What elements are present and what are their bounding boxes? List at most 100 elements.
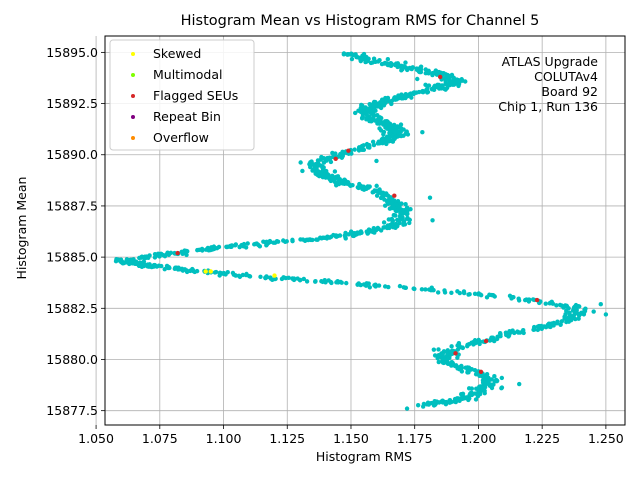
- data-point-normal: [435, 290, 441, 295]
- data-point-normal: [423, 287, 428, 292]
- data-point-normal: [512, 330, 517, 336]
- data-point-normal: [264, 243, 269, 248]
- data-point-normal: [386, 284, 391, 290]
- data-point-normal: [223, 272, 228, 277]
- data-point-normal: [318, 157, 324, 162]
- annotation-line-1: ATLAS Upgrade: [502, 54, 599, 69]
- data-point-normal: [395, 130, 400, 135]
- y-tick-label: 15890.0: [46, 147, 98, 162]
- data-point-normal: [403, 60, 408, 65]
- data-point-normal: [395, 64, 400, 70]
- legend-label-overflow: Overflow: [153, 130, 209, 145]
- x-tick-label: 1.175: [397, 431, 433, 446]
- data-point-normal: [466, 397, 471, 403]
- data-point-normal: [319, 235, 325, 241]
- data-point-normal: [346, 52, 351, 57]
- data-point-normal: [184, 269, 190, 275]
- data-point-normal: [343, 236, 348, 241]
- data-point-normal: [564, 303, 569, 309]
- data-point-normal: [431, 86, 436, 91]
- data-point-normal: [449, 363, 454, 368]
- x-tick-label: 1.050: [78, 431, 114, 446]
- data-point-normal: [573, 316, 578, 322]
- annotation-line-4: Chip 1, Run 136: [498, 99, 598, 114]
- data-point-normal: [300, 168, 305, 174]
- data-point-normal: [356, 148, 362, 153]
- data-point-normal: [424, 90, 430, 95]
- x-tick-label: 1.125: [269, 431, 305, 446]
- data-point-normal: [411, 286, 416, 291]
- x-tick-label: 1.200: [461, 431, 497, 446]
- data-point-normal: [393, 208, 398, 213]
- data-point-normal: [225, 244, 231, 249]
- data-point-normal: [346, 232, 351, 237]
- data-point-normal: [460, 391, 466, 397]
- data-point-flagged-seus: [175, 250, 180, 256]
- data-point-normal: [357, 231, 362, 236]
- data-point-normal: [461, 289, 467, 294]
- data-point-normal: [328, 234, 334, 239]
- data-point-normal: [157, 254, 162, 259]
- data-point-normal: [467, 291, 472, 297]
- data-point-normal: [328, 178, 334, 184]
- data-point-normal: [145, 264, 150, 269]
- data-point-normal: [358, 57, 363, 62]
- data-point-normal: [388, 63, 394, 69]
- data-point-normal: [320, 173, 326, 178]
- plot-frame: [104, 35, 626, 426]
- data-point-normal: [566, 319, 572, 324]
- data-point-normal: [411, 91, 416, 97]
- data-point-normal: [426, 71, 431, 76]
- data-point-normal: [233, 243, 238, 248]
- data-point-normal: [404, 216, 410, 221]
- data-point-normal: [258, 274, 263, 280]
- data-point-normal: [373, 59, 378, 64]
- data-point-normal: [591, 309, 596, 314]
- data-point-normal: [374, 158, 379, 164]
- data-point-normal: [356, 185, 361, 191]
- data-point-normal: [243, 245, 249, 250]
- data-point-normal: [367, 102, 372, 107]
- data-point-normal: [449, 290, 454, 296]
- x-axis-ticks: 1.050 1.075 1.100 1.125 1.150 1.175 1.200 1.225…: [78, 425, 624, 446]
- chart-title: Histogram Mean vs Histogram RMS for Chan…: [181, 13, 540, 29]
- annotation: ATLAS Upgrade COLUTAv4 Board 92 Chip 1, …: [498, 54, 598, 114]
- data-point-normal: [456, 83, 461, 89]
- data-point-normal: [152, 255, 158, 260]
- data-point-normal: [307, 164, 313, 170]
- data-point-normal: [281, 275, 286, 280]
- data-point-normal: [332, 169, 338, 174]
- data-point-normal: [365, 107, 370, 113]
- data-point-normal: [436, 359, 441, 365]
- data-point-normal: [466, 370, 471, 375]
- data-point-normal: [418, 69, 424, 75]
- legend-marker-skewed: [131, 52, 135, 56]
- data-point-normal: [128, 260, 134, 266]
- data-point-normal: [298, 277, 303, 283]
- data-point-skewed: [203, 269, 208, 274]
- data-point-normal: [290, 237, 295, 243]
- data-point-normal: [439, 354, 444, 360]
- x-tick-label: 1.150: [333, 431, 369, 446]
- data-point-flagged-seus: [478, 369, 484, 374]
- data-point-normal: [300, 237, 306, 242]
- data-point-normal: [137, 255, 142, 261]
- legend-marker-overflow: [131, 136, 135, 140]
- data-point-normal: [516, 330, 521, 335]
- data-point-normal: [328, 159, 334, 165]
- data-point-normal: [415, 76, 420, 82]
- data-point-normal: [521, 330, 526, 336]
- data-point-normal: [420, 90, 426, 95]
- data-point-normal: [341, 52, 347, 57]
- data-point-normal: [340, 153, 345, 159]
- data-point-normal: [430, 287, 435, 293]
- data-point-normal: [381, 220, 387, 225]
- data-point-normal: [420, 404, 426, 409]
- x-tick-label: 1.250: [588, 431, 624, 446]
- data-point-normal: [404, 406, 410, 411]
- data-point-normal: [405, 66, 410, 72]
- data-point-normal: [363, 59, 368, 65]
- data-point-normal: [434, 72, 440, 77]
- data-point-normal: [443, 402, 449, 407]
- data-point-normal: [489, 385, 495, 391]
